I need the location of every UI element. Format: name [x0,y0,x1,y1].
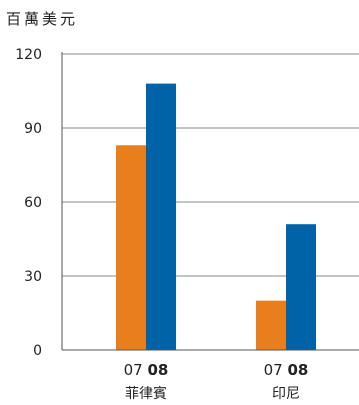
unit-label: 百萬美元 [6,10,78,28]
year-label: 07 08 [264,361,309,379]
category-label: 印尼 [272,386,300,402]
y-tick-label: 0 [33,343,42,359]
bar-08-1 [286,224,316,350]
y-tick-label: 120 [15,47,42,63]
year-label: 07 08 [124,361,169,379]
bar-07-0 [116,145,146,350]
y-tick-label: 90 [24,121,42,137]
bar-07-1 [256,300,286,350]
y-tick-labels: 0 30 60 90 120 [15,47,42,359]
bar-08-0 [146,83,176,350]
category-label: 菲律賓 [125,385,167,402]
bars [116,83,316,350]
y-tick-label: 30 [24,269,42,285]
y-tick-label: 60 [24,195,42,211]
x-axis-labels: 07 08 菲律賓 07 08 印尼 [124,361,309,402]
